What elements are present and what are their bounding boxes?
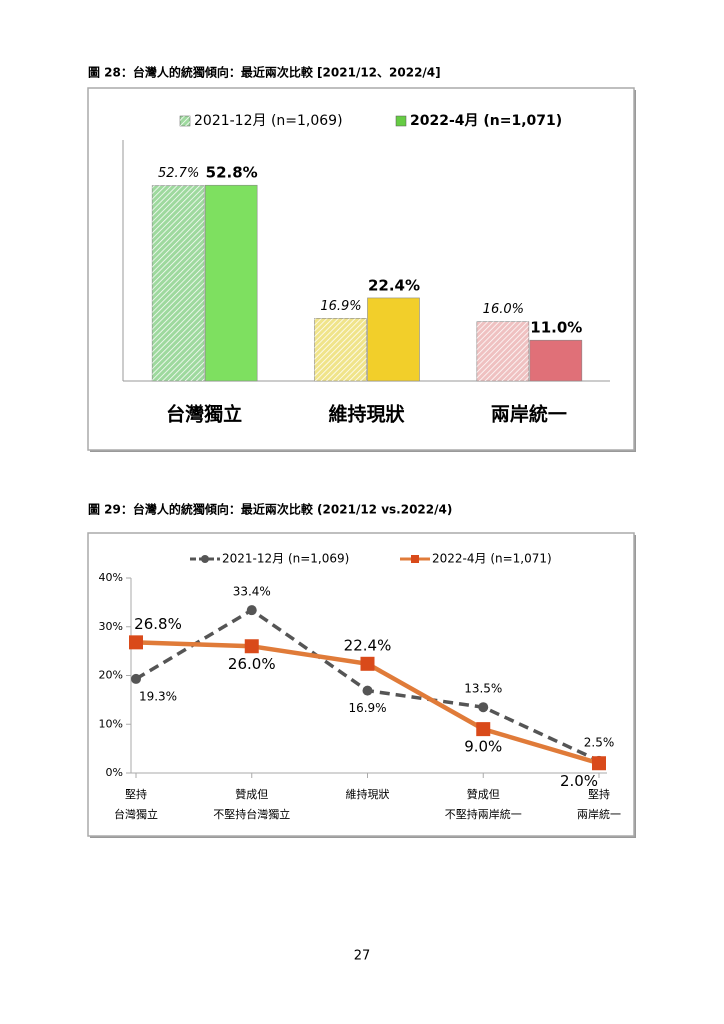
x-tick-label: 不堅持台灣獨立 [213, 807, 290, 821]
y-tick-label: 40% [99, 571, 123, 584]
legend-label: 2022-4月 (n=1,071) [432, 552, 552, 566]
data-label: 11.0% [530, 319, 582, 337]
point [244, 639, 259, 654]
data-label: 16.9% [348, 701, 386, 715]
legend-label: 2021-12月 (n=1,069) [194, 113, 343, 129]
data-label: 2.5% [584, 735, 615, 749]
data-label: 22.4% [344, 636, 392, 654]
point [362, 685, 373, 696]
x-tick-label: 贊成但 [235, 787, 268, 801]
point [592, 756, 606, 771]
data-label: 52.7% [158, 166, 199, 181]
figure-caption: 圖 29：台灣人的統獨傾向：最近兩次比較 (2021/12 vs.2022/4) [88, 502, 452, 517]
x-tick-label: 維持現狀 [328, 403, 405, 426]
y-tick-label: 10% [99, 717, 123, 730]
x-tick-label: 堅持 [125, 787, 147, 801]
data-label: 2.0% [560, 772, 598, 790]
legend-label: 2021-12月 (n=1,069) [222, 552, 349, 566]
data-label: 26.8% [134, 615, 182, 633]
page-number: 27 [354, 949, 371, 964]
bar-hatch [314, 318, 367, 381]
data-label: 9.0% [464, 738, 502, 756]
legend-hatch [180, 116, 190, 126]
data-label: 16.9% [320, 299, 361, 314]
x-tick-label: 堅持 [588, 787, 610, 801]
x-tick-label: 贊成但 [467, 787, 500, 801]
figure-caption: 圖 28：台灣人的統獨傾向：最近兩次比較 [2021/12、2022/4] [88, 65, 441, 80]
data-label: 13.5% [464, 682, 502, 696]
data-label: 16.0% [483, 302, 524, 317]
point [246, 605, 257, 616]
point [131, 673, 141, 684]
x-tick-label: 兩岸統一 [577, 807, 621, 821]
legend-marker [411, 555, 419, 563]
bar-hatch [476, 321, 529, 381]
data-label: 22.4% [368, 276, 420, 294]
point [129, 635, 143, 650]
bar [367, 297, 420, 382]
legend-marker [201, 555, 209, 563]
y-tick-label: 30% [99, 620, 123, 633]
chart-frame [87, 532, 635, 837]
point [476, 722, 491, 737]
bar [529, 339, 583, 382]
x-tick-label: 台灣獨立 [166, 403, 242, 426]
data-label: 19.3% [139, 689, 177, 703]
data-label: 52.8% [206, 164, 258, 182]
bar-hatch [152, 185, 205, 381]
bar [204, 184, 258, 382]
data-label: 26.0% [228, 655, 276, 673]
legend-label: 2022-4月 (n=1,071) [410, 113, 562, 129]
point [478, 702, 489, 713]
point [360, 656, 375, 671]
x-tick-label: 維持現狀 [346, 787, 390, 801]
legend-swatch [395, 115, 407, 127]
y-tick-label: 0% [106, 766, 123, 779]
x-tick-label: 台灣獨立 [114, 807, 158, 821]
y-tick-label: 20% [99, 669, 123, 682]
data-label: 33.4% [233, 585, 271, 599]
x-tick-label: 兩岸統一 [491, 403, 567, 426]
x-tick-label: 不堅持兩岸統一 [445, 807, 522, 821]
